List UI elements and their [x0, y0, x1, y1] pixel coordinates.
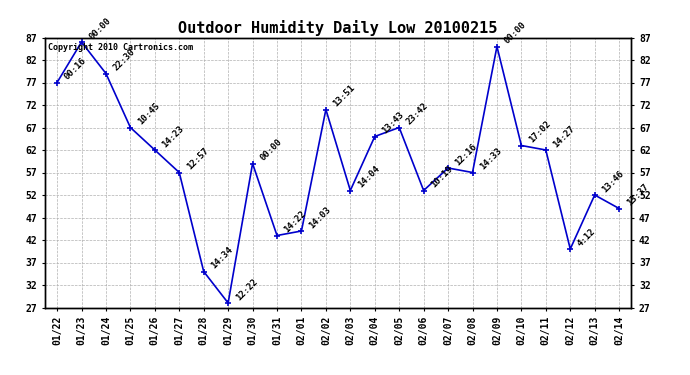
Text: 13:37: 13:37: [624, 182, 650, 208]
Text: 00:00: 00:00: [502, 20, 528, 46]
Text: 22:30: 22:30: [112, 47, 137, 73]
Text: 14:04: 14:04: [356, 164, 382, 190]
Text: 4:12: 4:12: [576, 226, 598, 248]
Text: 14:34: 14:34: [209, 245, 235, 271]
Text: 14:23: 14:23: [160, 124, 186, 149]
Text: 00:16: 00:16: [63, 56, 88, 82]
Text: 10:45: 10:45: [136, 101, 161, 127]
Text: Copyright 2010 Cartronics.com: Copyright 2010 Cartronics.com: [48, 43, 193, 52]
Text: 12:57: 12:57: [185, 146, 210, 172]
Text: 14:27: 14:27: [551, 124, 577, 149]
Text: 13:51: 13:51: [331, 83, 357, 109]
Text: 12:22: 12:22: [234, 277, 259, 302]
Text: 23:42: 23:42: [405, 101, 430, 127]
Text: 00:00: 00:00: [258, 137, 284, 163]
Text: 14:33: 14:33: [478, 146, 504, 172]
Text: 10:19: 10:19: [429, 164, 455, 190]
Text: 00:00: 00:00: [87, 16, 112, 41]
Text: 14:22: 14:22: [283, 209, 308, 235]
Title: Outdoor Humidity Daily Low 20100215: Outdoor Humidity Daily Low 20100215: [179, 20, 497, 36]
Text: 14:03: 14:03: [307, 205, 333, 230]
Text: 12:16: 12:16: [453, 142, 479, 167]
Text: 13:43: 13:43: [380, 110, 406, 136]
Text: 13:46: 13:46: [600, 169, 626, 194]
Text: 17:02: 17:02: [527, 119, 552, 145]
